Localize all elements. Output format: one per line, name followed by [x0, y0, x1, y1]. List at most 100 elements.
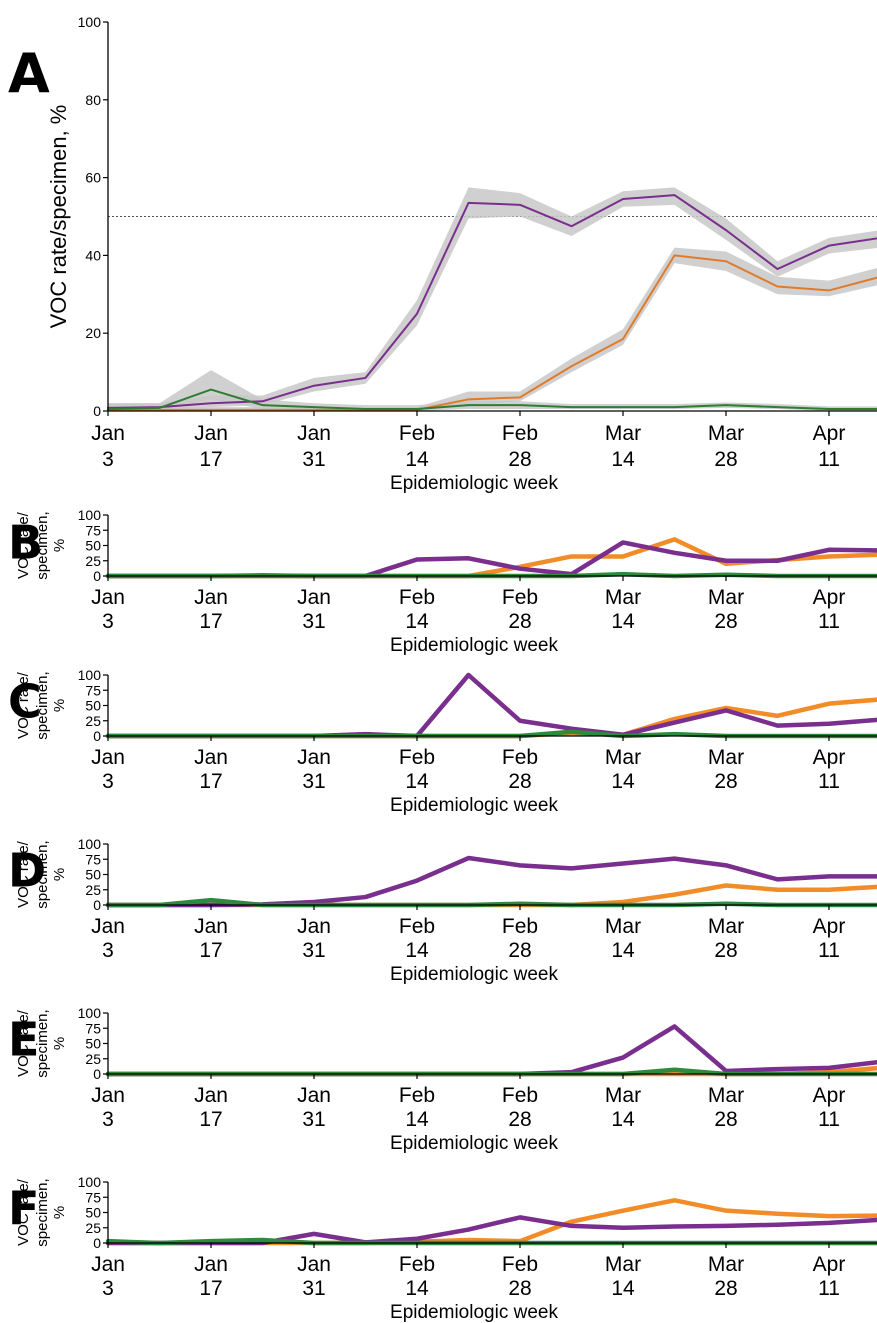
y-axis-title-line: specimen, [34, 671, 51, 739]
x-axis-title: Epidemiologic week [390, 1302, 558, 1323]
x-tick-label-month: Mar [708, 1084, 744, 1107]
x-axis-title: Epidemiologic week [390, 795, 558, 816]
y-tick-label: 40 [85, 247, 101, 263]
y-axis-title-line: specimen, [34, 1178, 51, 1246]
x-tick-label-month: Jan [194, 746, 228, 769]
y-tick-label: 0 [93, 568, 101, 584]
y-tick-label: 50 [85, 698, 101, 714]
y-axis-title: VOC rate/specimen, % [46, 105, 71, 329]
x-tick-label-month: Jan [194, 915, 228, 938]
x-tick-label-day: 14 [611, 1108, 635, 1131]
x-tick-label-month: Jan [91, 746, 125, 769]
x-tick-label-month: Feb [502, 915, 538, 938]
x-tick-label-day: 14 [405, 448, 429, 471]
series-line-1 [105, 855, 877, 908]
x-tick-label-month: Jan [297, 586, 331, 609]
y-axis-title-line: specimen, [34, 840, 51, 908]
x-tick-label-month: Apr [813, 1253, 846, 1276]
series-line-1 [105, 1024, 877, 1077]
panel-letter-d: D [8, 843, 46, 897]
x-tick-label-day: 14 [611, 610, 635, 633]
x-tick-label-month: Mar [605, 746, 641, 769]
x-tick-label-month: Jan [91, 1253, 125, 1276]
x-tick-label-day: 17 [199, 610, 222, 633]
y-tick-label: 0 [93, 1066, 101, 1082]
x-tick-label-day: 3 [102, 770, 114, 793]
x-tick-label-month: Mar [708, 1253, 744, 1276]
x-tick-label-day: 28 [714, 770, 737, 793]
x-tick-label-day: 17 [199, 770, 222, 793]
x-axis-title: Epidemiologic week [390, 473, 558, 494]
x-tick-label-month: Jan [91, 422, 125, 445]
x-tick-label-month: Apr [813, 586, 846, 609]
y-tick-label: 50 [85, 1036, 101, 1052]
x-tick-label-month: Mar [708, 422, 744, 445]
panel-letter-a: A [8, 42, 50, 105]
panel-letter-b: B [8, 515, 43, 569]
x-tick-label-month: Mar [605, 915, 641, 938]
x-tick-label-day: 11 [818, 610, 840, 633]
y-axis-title-line: % [51, 539, 68, 552]
y-tick-label: 25 [85, 1051, 101, 1067]
y-tick-label: 80 [85, 92, 101, 108]
x-tick-label-day: 14 [405, 610, 429, 633]
x-tick-label-month: Mar [605, 1253, 641, 1276]
y-tick-label: 75 [85, 1189, 101, 1205]
y-tick-label: 75 [85, 1020, 101, 1036]
y-tick-label: 100 [78, 836, 102, 852]
x-tick-label-month: Feb [502, 1084, 538, 1107]
y-tick-label: 100 [78, 14, 102, 30]
y-tick-label: 50 [85, 1205, 101, 1221]
x-tick-label-month: Feb [399, 1084, 435, 1107]
x-tick-label-day: 14 [405, 1277, 429, 1300]
series-line-2 [107, 388, 877, 411]
panel-letter-c: C [8, 674, 42, 728]
x-tick-label-month: Jan [91, 586, 125, 609]
x-tick-label-month: Jan [194, 422, 228, 445]
x-tick-label-day: 31 [302, 1108, 325, 1131]
x-tick-label-day: 3 [102, 448, 114, 471]
x-tick-label-month: Mar [605, 422, 641, 445]
y-tick-label: 100 [78, 1005, 102, 1021]
x-axis-title: Epidemiologic week [390, 1133, 558, 1154]
x-tick-label-day: 11 [818, 939, 840, 962]
x-tick-label-day: 14 [611, 770, 635, 793]
x-tick-label-day: 14 [611, 448, 635, 471]
series-line-1 [107, 254, 877, 411]
x-tick-label-day: 28 [508, 939, 531, 962]
x-tick-label-month: Feb [399, 915, 435, 938]
x-tick-label-month: Mar [708, 746, 744, 769]
y-axis-title-line: VOC rate/ [15, 1178, 32, 1246]
x-tick-label-month: Mar [605, 1084, 641, 1107]
y-tick-label: 0 [93, 403, 101, 419]
y-axis-title-line: % [51, 699, 68, 712]
x-tick-label-month: Mar [605, 586, 641, 609]
series-line-0 [107, 194, 877, 409]
x-tick-label-month: Jan [194, 1253, 228, 1276]
x-tick-label-day: 3 [102, 1108, 114, 1131]
x-tick-label-day: 31 [302, 1277, 325, 1300]
x-tick-label-month: Feb [502, 746, 538, 769]
confidence-band [108, 187, 877, 410]
x-tick-label-month: Jan [297, 746, 331, 769]
x-tick-label-day: 28 [508, 1277, 531, 1300]
confidence-band [108, 370, 877, 411]
x-tick-label-month: Apr [813, 422, 846, 445]
x-tick-label-day: 11 [818, 1277, 840, 1300]
x-tick-label-month: Feb [399, 586, 435, 609]
y-tick-label: 25 [85, 553, 101, 569]
x-tick-label-month: Jan [194, 586, 228, 609]
y-tick-label: 100 [78, 507, 102, 523]
y-tick-label: 50 [85, 867, 101, 883]
x-tick-label-day: 3 [102, 610, 114, 633]
x-tick-label-month: Mar [708, 915, 744, 938]
y-axis-title-line: % [51, 868, 68, 881]
x-tick-label-day: 14 [405, 939, 429, 962]
x-tick-label-day: 28 [714, 448, 737, 471]
y-tick-label: 100 [78, 667, 102, 683]
